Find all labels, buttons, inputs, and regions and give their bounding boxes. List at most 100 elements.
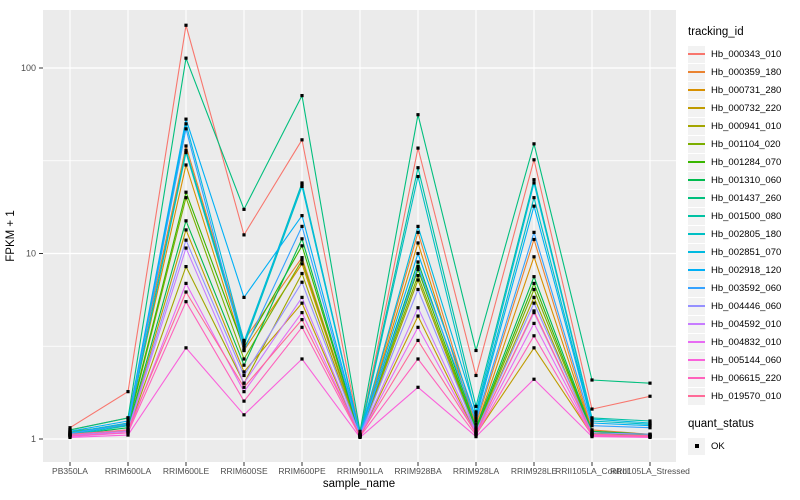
data-point (242, 343, 246, 347)
legend-item-Hb_001437_260: Hb_001437_260 (688, 189, 800, 207)
x-tick-label: RRIM928LE (511, 466, 558, 476)
legend-label: Hb_000359_180 (711, 66, 782, 78)
data-point (242, 348, 246, 353)
data-point (416, 251, 420, 256)
x-tick-label: RRIM600PE (278, 466, 326, 476)
x-tick-label: RRIM928BA (394, 466, 442, 476)
legend-key (688, 99, 705, 117)
data-point (416, 287, 420, 292)
legend-key (688, 333, 705, 351)
data-point (416, 113, 420, 117)
legend-line-swatch (688, 233, 705, 235)
legend-key (688, 153, 705, 171)
data-point (474, 416, 478, 420)
quant-status-label: OK (711, 440, 725, 452)
data-point (184, 238, 188, 242)
data-point (532, 301, 536, 305)
data-point (184, 56, 188, 60)
x-tick-label: RRIM600SE (220, 466, 268, 476)
data-point (126, 416, 130, 420)
data-point (532, 196, 536, 200)
quant-status-key (688, 437, 705, 455)
x-axis-title: sample_name (323, 478, 395, 490)
legend-label: Hb_000731_280 (711, 84, 782, 96)
data-point (300, 357, 304, 361)
data-point (184, 281, 188, 285)
data-point (532, 255, 536, 259)
data-point (648, 434, 652, 438)
data-point (300, 183, 304, 187)
data-point (184, 150, 188, 155)
data-point (242, 385, 246, 389)
data-point (532, 295, 536, 299)
legend-item-Hb_002805_180: Hb_002805_180 (688, 225, 800, 243)
legend-key (688, 243, 705, 261)
data-point (532, 230, 536, 234)
x-tick-label: RRIM600LA (105, 466, 152, 476)
data-point (126, 419, 130, 423)
data-point (300, 271, 304, 276)
quant-status-title: quant_status (688, 418, 754, 430)
legend-item-Hb_000732_220: Hb_000732_220 (688, 99, 800, 117)
data-point (242, 346, 246, 350)
legend-line-swatch (688, 395, 705, 397)
data-point (242, 340, 246, 344)
data-point (532, 334, 536, 338)
legend-label: Hb_004446_060 (711, 300, 782, 312)
data-point (184, 144, 188, 148)
legend-line-swatch (688, 377, 705, 379)
data-point (416, 230, 420, 234)
legend-key (688, 279, 705, 297)
legend-item-Hb_005144_060: Hb_005144_060 (688, 351, 800, 369)
legend-label: Hb_003592_060 (711, 282, 782, 294)
data-point (184, 23, 188, 27)
data-point (590, 378, 594, 382)
legend-label: Hb_000732_220 (711, 102, 782, 114)
data-point (416, 357, 420, 361)
legend-item-Hb_003592_060: Hb_003592_060 (688, 279, 800, 297)
data-point (300, 295, 304, 299)
data-point (300, 138, 304, 142)
legend-key (688, 225, 705, 243)
legend-item-Hb_001104_020: Hb_001104_020 (688, 135, 800, 153)
black-square-point-icon (694, 444, 699, 448)
data-point (532, 321, 536, 325)
data-point (300, 256, 304, 260)
legend-key (688, 297, 705, 315)
legend-item-Hb_001500_080: Hb_001500_080 (688, 207, 800, 225)
data-point (184, 163, 188, 167)
data-point (474, 413, 478, 417)
legend-item-Hb_000359_180: Hb_000359_180 (688, 63, 800, 81)
legend-label: Hb_001500_080 (711, 210, 782, 222)
data-point (242, 413, 246, 417)
y-tick-label: 1 (31, 434, 36, 444)
legend-item-Hb_004832_010: Hb_004832_010 (688, 333, 800, 351)
legend-line-swatch (688, 359, 705, 361)
x-tick-label: RRII105LA_Stressed (610, 466, 690, 476)
legend-line-swatch (688, 251, 705, 253)
data-point (590, 407, 594, 411)
data-point (532, 377, 536, 381)
data-point (300, 311, 304, 315)
data-point (300, 262, 304, 266)
legend-item-Hb_000941_010: Hb_000941_010 (688, 117, 800, 135)
legend-key (688, 351, 705, 369)
data-point (532, 311, 536, 315)
data-point (416, 241, 420, 245)
legend-label: Hb_004592_010 (711, 318, 782, 330)
data-point (590, 432, 594, 436)
legend-line-swatch (688, 323, 705, 325)
legend-key (688, 81, 705, 99)
data-point (242, 295, 246, 299)
y-tick-label: 100 (21, 63, 36, 73)
data-point (532, 178, 536, 182)
data-point (474, 348, 478, 353)
data-point (126, 433, 130, 437)
legend-key (688, 117, 705, 135)
y-tick-label: 10 (26, 249, 36, 259)
legend-line-swatch (688, 215, 705, 217)
legend-item-Hb_002918_120: Hb_002918_120 (688, 261, 800, 279)
data-point (300, 214, 304, 218)
legend-label: Hb_001104_020 (711, 138, 781, 150)
